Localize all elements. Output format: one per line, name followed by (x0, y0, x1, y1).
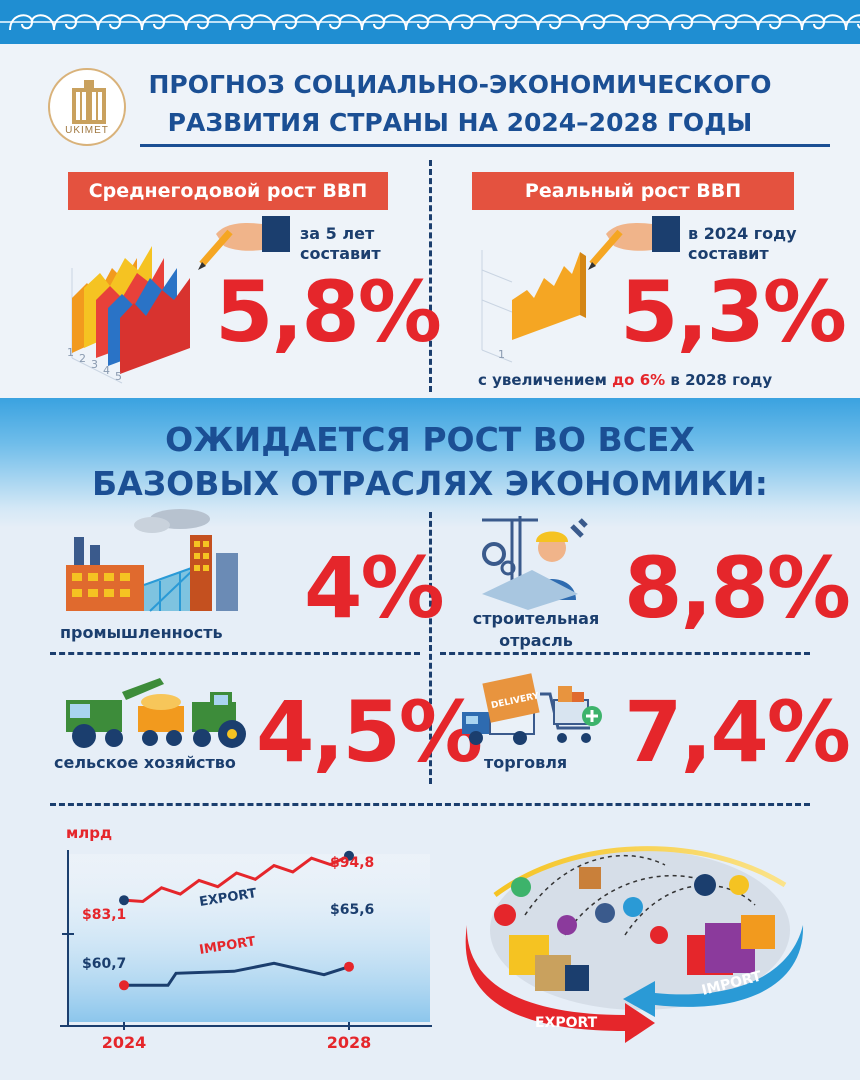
title-underline (140, 144, 830, 147)
trade-label: торговля (484, 753, 568, 772)
export-point-start (119, 895, 129, 906)
import-containers (687, 915, 775, 975)
avg-axis-tick-2: 2 (79, 352, 86, 365)
construction-label-line-2: отрасль (499, 631, 573, 650)
industry-value: 4% (304, 539, 445, 637)
avg-gdp-value: 5,8% (215, 263, 442, 361)
avg-axis-tick-5: 5 (115, 370, 122, 383)
export-arrow (465, 925, 655, 1043)
construction-value: 8,8% (624, 539, 851, 637)
export-series-line (123, 854, 350, 904)
avg-axis-tick-3: 3 (91, 358, 98, 371)
ornament-strip (0, 0, 860, 44)
import-end-label: $65,6 (330, 902, 374, 918)
avg-axis-tick-4: 4 (103, 364, 110, 377)
avg-axis-tick-1: 1 (67, 346, 74, 359)
import-arrow (623, 925, 804, 1017)
gdp-3d-chart-icon: 1 2 3 4 5 (67, 246, 190, 384)
export-end-label: $94,8 (330, 855, 374, 871)
logo-text: UKIMET (65, 125, 109, 136)
hand-pencil-icon (198, 216, 290, 270)
chart-year-end: 2028 (327, 1033, 372, 1052)
delivery-cart-icon: DELIVERY (462, 673, 602, 745)
title-line-1: ПРОГНОЗ СОЦИАЛЬНО-ЭКОНОМИЧЕСКОГО (148, 70, 772, 99)
sectors-band (0, 398, 860, 528)
export-point-end (344, 850, 354, 861)
export-start-label: $83,1 (82, 907, 126, 923)
ukimet-logo: UKIMET (48, 68, 126, 146)
trade-value: 7,4% (624, 683, 851, 781)
section-divider (50, 803, 810, 806)
real-note-line-2: составит (688, 244, 769, 263)
trade-globe-illustration: EXPORT IMPORT (465, 846, 804, 1043)
agriculture-label: сельское хозяйство (54, 753, 236, 772)
real-gdp-chart-icon: 1 (481, 250, 586, 363)
construction-label-line-1: строительная (472, 609, 600, 628)
industry-label: промышленность (60, 623, 223, 642)
trade-line-chart: млрд 2024 2028 $83,1 $94,8 $60,7 $65,6 E… (60, 824, 432, 1052)
real-axis-tick: 1 (498, 348, 505, 361)
import-point-start (119, 980, 129, 991)
import-series-line (124, 961, 350, 987)
construction-label: строительная отрасль (466, 608, 606, 652)
ornament-swirl (845, 14, 860, 31)
real-gdp-label: Реальный рост ВВП (472, 172, 794, 210)
gdp-divider (429, 160, 432, 392)
sectors-divider-h-left (50, 652, 420, 655)
avg-gdp-label: Среднегодовой рост ВВП (68, 172, 388, 210)
export-arrow-label: EXPORT (535, 1015, 598, 1031)
parcel-box (579, 867, 601, 889)
real-gdp-footnote: с увеличением до 6% в 2028 году (478, 370, 772, 390)
factory-icon (66, 509, 238, 612)
sectors-title-line-1: ОЖИДАЕТСЯ РОСТ ВО ВСЕХ (165, 420, 695, 459)
page-title: ПРОГНОЗ СОЦИАЛЬНО-ЭКОНОМИЧЕСКОГО РАЗВИТИ… (140, 66, 780, 142)
chart-unit: млрд (66, 824, 112, 842)
import-start-label: $60,7 (82, 956, 126, 972)
hand-pencil-icon-2 (588, 216, 680, 270)
chart-plot-bg (68, 854, 430, 1022)
real-gdp-value: 5,3% (620, 263, 847, 361)
footnote-post: в 2028 году (665, 371, 773, 389)
sectors-divider-v (429, 512, 432, 784)
avg-note-line-2: составит (300, 244, 381, 263)
chart-year-start: 2024 (102, 1033, 147, 1052)
title-line-2: РАЗВИТИЯ СТРАНЫ НА 2024–2028 ГОДЫ (167, 108, 753, 137)
avg-note-line-1: за 5 лет (300, 224, 375, 243)
agriculture-value: 4,5% (256, 683, 483, 781)
construction-worker-icon (482, 516, 588, 610)
export-boxes (509, 935, 589, 991)
avg-gdp-note: за 5 лет составит (300, 224, 381, 264)
tractor-combine-icon (66, 678, 246, 748)
sectors-title: ОЖИДАЕТСЯ РОСТ ВО ВСЕХ БАЗОВЫХ ОТРАСЛЯХ … (60, 418, 800, 506)
sectors-divider-h-right (440, 652, 810, 655)
import-point-end (344, 961, 354, 972)
footnote-highlight: до 6% (612, 371, 666, 389)
footnote-pre: с увеличением (478, 371, 613, 389)
real-note-line-1: в 2024 году (688, 224, 797, 243)
real-gdp-note: в 2024 году составит (688, 224, 797, 264)
top-arc (493, 846, 787, 898)
sectors-title-line-2: БАЗОВЫХ ОТРАСЛЯХ ЭКОНОМИКИ: (92, 464, 768, 503)
location-pins (494, 874, 749, 944)
